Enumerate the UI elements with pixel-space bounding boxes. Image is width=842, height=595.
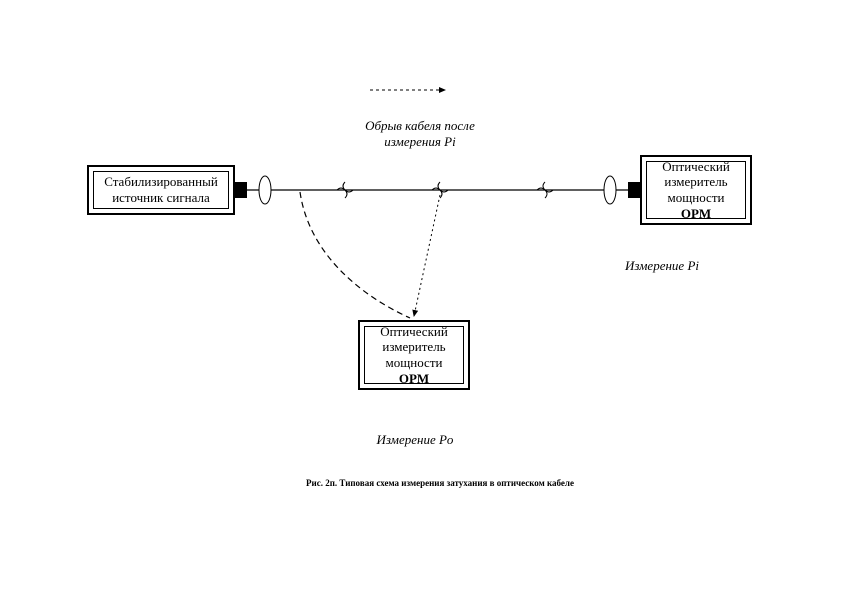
source-box: Стабилизированный источник сигнала xyxy=(87,165,235,215)
opm-bottom-text: Оптический измеритель мощности OPM xyxy=(380,324,448,386)
opm-bottom-box: Оптический измеритель мощности OPM xyxy=(358,320,470,390)
break-label: Обрыв кабеля послеизмерения Pi xyxy=(320,118,520,150)
left-connector xyxy=(235,182,247,198)
splice-1 xyxy=(337,182,353,198)
break-curve xyxy=(300,192,410,318)
source-box-text: Стабилизированный источник сигнала xyxy=(104,174,218,205)
diagram-stage: Стабилизированный источник сигнала Оптич… xyxy=(0,0,842,595)
opm-right-text: Оптический измеритель мощности OPM xyxy=(662,159,730,221)
diagram-svg xyxy=(0,0,842,595)
figure-caption: Рис. 2п. Типовая схема измерения затухан… xyxy=(190,478,690,488)
opm-right-box: Оптический измеритель мощности OPM xyxy=(640,155,752,225)
right-connector xyxy=(628,182,640,198)
splice-3 xyxy=(537,182,553,198)
splice-2 xyxy=(432,182,448,198)
measure-pi-label: Измерение Pi xyxy=(625,258,765,274)
dotted-to-bottom xyxy=(414,195,440,316)
lens-right xyxy=(604,176,616,204)
measure-po-label: Измерение Po xyxy=(315,432,515,448)
lens-left xyxy=(259,176,271,204)
